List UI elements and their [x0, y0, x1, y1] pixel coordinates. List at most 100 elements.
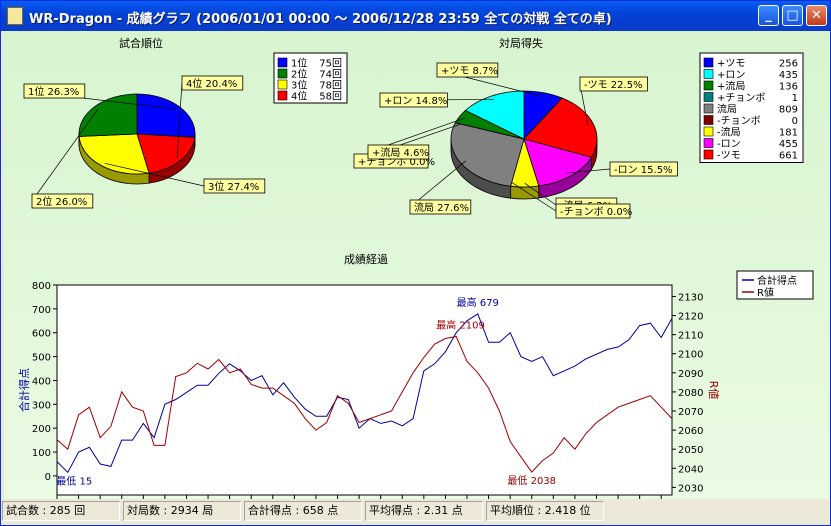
legend-swatch	[277, 79, 288, 90]
series-line-total-score	[56, 313, 673, 474]
legend-swatch	[277, 68, 288, 79]
legend-swatch	[703, 126, 714, 137]
status-rounds: 対局数 : 2934 局	[123, 501, 241, 521]
legend-label: +流局	[717, 80, 745, 93]
pie-slice	[136, 133, 196, 174]
pie-leader-line	[409, 160, 466, 208]
pie-leader-line	[524, 182, 557, 206]
y-tick-label: 300	[32, 400, 51, 411]
legend-label: -チョンボ	[717, 115, 761, 127]
line-legend-label: R値	[757, 286, 774, 299]
legend-label: -流局	[717, 126, 741, 139]
pie-label-box	[379, 92, 448, 108]
legend-label: +ツモ	[717, 59, 745, 70]
status-bar: 試合数 : 285 回 対局数 : 2934 局 合計得点 : 658 点 平均…	[1, 499, 830, 525]
pie-slice	[78, 133, 150, 175]
legend-value: 809	[779, 105, 798, 116]
y2-tick-label: 2120	[678, 312, 703, 323]
y-tick-label: 800	[32, 281, 51, 292]
chart-canvas: 試合順位 1位 26.3% 4位 20.4% 3位 27.4% 2位 26.0% 1位 75…	[17, 36, 814, 499]
line-legend-box	[736, 270, 814, 300]
pie-slice	[136, 93, 196, 138]
pie-label: 流局 27.6%	[414, 201, 469, 214]
legend-label: 1位	[291, 57, 307, 70]
legend-swatch	[703, 149, 714, 160]
legend-label: +チョンボ	[717, 92, 765, 104]
close-button[interactable]: ✕	[806, 5, 827, 26]
pie-leader-line	[176, 82, 183, 159]
y-tick-label: 0	[45, 472, 51, 483]
pie-label-box	[31, 193, 94, 209]
y-tick-label: 600	[32, 329, 51, 340]
legend-value: 136	[779, 82, 798, 93]
pie-label-box	[579, 76, 648, 92]
extreme-annotation: 最低 15	[56, 474, 92, 487]
y2-tick-label: 2030	[678, 483, 703, 494]
legend-value: 74回	[319, 69, 342, 81]
y-tick-label: 400	[32, 376, 51, 387]
pie-label: 3位 27.4%	[208, 180, 259, 193]
y2-tick-label: 2090	[678, 369, 703, 380]
pie-title: 試合順位	[119, 36, 163, 50]
pie-label-box	[203, 178, 266, 194]
extreme-annotation: 最高 679	[457, 296, 499, 309]
extreme-annotation: 最高 2109	[436, 319, 485, 332]
legend-label: 4位	[291, 90, 307, 103]
y2-tick-label: 2130	[678, 292, 703, 303]
pie-label: -ツモ 22.5%	[584, 80, 643, 91]
legend-value: 58回	[319, 91, 342, 103]
extreme-annotation: 最低 2038	[507, 474, 556, 487]
pie-label: -チョンボ 0.0%	[560, 206, 632, 218]
legend-swatch	[703, 57, 714, 68]
legend-label: -ロン	[717, 139, 741, 150]
pie-title: 対局得失	[499, 36, 543, 50]
pie-slice	[450, 122, 525, 187]
y-tick-label: 700	[32, 305, 51, 316]
pie-label: 1位 26.3%	[28, 85, 79, 98]
status-games: 試合数 : 285 回	[2, 501, 120, 521]
close-icon: ✕	[811, 8, 822, 23]
legend-swatch	[703, 69, 714, 79]
legend-value: 455	[779, 139, 798, 150]
legend-swatch	[703, 115, 714, 125]
y2-tick-label: 2040	[678, 464, 703, 475]
legend-value: 75回	[319, 58, 342, 70]
maximize-button[interactable]: □	[782, 5, 803, 26]
pie-leader-line	[31, 108, 99, 202]
legend-value: 78回	[319, 80, 342, 92]
y2-tick-label: 2050	[678, 445, 703, 456]
plot-area	[56, 284, 673, 496]
y2-tick-label: 2060	[678, 426, 703, 437]
pie-label: +ロン 14.8%	[384, 96, 447, 107]
pie-leader-line	[511, 182, 557, 212]
y2-axis-label: R値	[707, 381, 720, 400]
legend-label: -ツモ	[717, 151, 741, 162]
legend-swatch	[703, 92, 714, 102]
y-tick-label: 500	[32, 353, 51, 364]
pie-label: +流局 4.6%	[372, 146, 429, 159]
pie-label: +ツモ 8.7%	[441, 66, 498, 77]
legend-value: 1	[792, 93, 798, 104]
pie-leader-line	[566, 168, 611, 174]
legend-label: +ロン	[717, 70, 745, 81]
legend-value: 256	[779, 59, 798, 70]
pie-slice	[78, 93, 138, 137]
legend-value: 435	[779, 70, 798, 81]
y2-tick-label: 2070	[678, 407, 703, 418]
pie-label: 4位 20.4%	[186, 77, 237, 90]
minimize-button[interactable]: _	[758, 5, 779, 26]
y-tick-label: 200	[32, 424, 51, 435]
pie-leader-line	[104, 162, 205, 187]
status-average-rank: 平均順位 : 2.418 位	[486, 501, 604, 521]
y2-tick-label: 2100	[678, 350, 703, 361]
chart-area: 試合順位 1位 26.3% 4位 20.4% 3位 27.4% 2位 26.0% 1位 75…	[4, 31, 829, 499]
legend-swatch	[703, 103, 714, 114]
series-line-rating	[56, 335, 673, 473]
pie-label-box	[436, 62, 499, 78]
legend-value: 181	[779, 128, 798, 139]
legend-swatch	[277, 57, 288, 68]
legend-label: 3位	[291, 79, 307, 92]
window-title: WR-Dragon - 成績グラフ (2006/01/01 00:00 ～ 20…	[29, 12, 612, 27]
pie-label: 2位 26.0%	[36, 195, 87, 208]
title-bar[interactable]: WR-Dragon - 成績グラフ (2006/01/01 00:00 ～ 20…	[1, 1, 830, 31]
